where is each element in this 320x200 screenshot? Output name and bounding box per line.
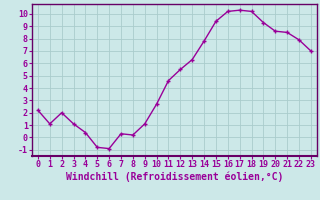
X-axis label: Windchill (Refroidissement éolien,°C): Windchill (Refroidissement éolien,°C) bbox=[66, 172, 283, 182]
